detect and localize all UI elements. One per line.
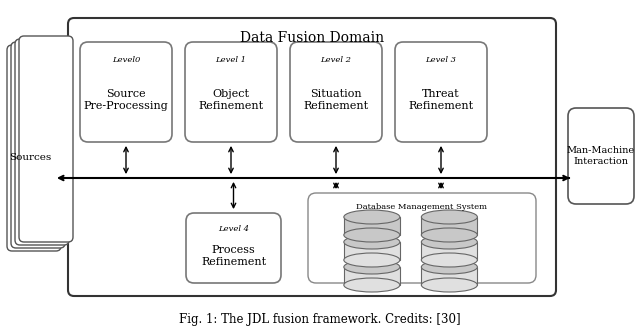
Ellipse shape xyxy=(344,278,400,292)
Ellipse shape xyxy=(344,253,400,267)
Ellipse shape xyxy=(421,235,477,249)
Text: Level 4: Level 4 xyxy=(218,225,249,233)
Ellipse shape xyxy=(421,210,477,224)
FancyBboxPatch shape xyxy=(395,42,487,142)
Bar xyxy=(421,217,477,235)
Text: Object
Refinement: Object Refinement xyxy=(198,89,264,111)
FancyBboxPatch shape xyxy=(11,42,65,248)
Bar xyxy=(421,267,477,285)
Text: Sources: Sources xyxy=(9,154,51,163)
Text: Database Management System: Database Management System xyxy=(356,203,488,211)
Text: Level0: Level0 xyxy=(112,56,140,64)
Text: Threat
Refinement: Threat Refinement xyxy=(408,89,474,111)
Ellipse shape xyxy=(421,260,477,274)
FancyBboxPatch shape xyxy=(186,213,281,283)
FancyBboxPatch shape xyxy=(308,193,536,283)
Text: Situation
Refinement: Situation Refinement xyxy=(303,89,369,111)
Text: Level 3: Level 3 xyxy=(426,56,456,64)
Ellipse shape xyxy=(344,228,400,242)
Text: Level 2: Level 2 xyxy=(321,56,351,64)
Bar xyxy=(344,217,400,235)
Bar xyxy=(344,242,400,260)
FancyBboxPatch shape xyxy=(290,42,382,142)
FancyBboxPatch shape xyxy=(568,108,634,204)
Bar xyxy=(344,267,400,285)
FancyBboxPatch shape xyxy=(80,42,172,142)
Text: Source
Pre-Processing: Source Pre-Processing xyxy=(84,89,168,111)
Text: Level 1: Level 1 xyxy=(216,56,246,64)
FancyBboxPatch shape xyxy=(7,45,61,251)
FancyBboxPatch shape xyxy=(19,36,73,242)
Ellipse shape xyxy=(344,210,400,224)
FancyBboxPatch shape xyxy=(68,18,556,296)
Text: Fig. 1: The JDL fusion framework. Credits: [30]: Fig. 1: The JDL fusion framework. Credit… xyxy=(179,313,461,327)
Ellipse shape xyxy=(421,253,477,267)
Text: Process
Refinement: Process Refinement xyxy=(201,245,266,267)
Ellipse shape xyxy=(344,260,400,274)
FancyBboxPatch shape xyxy=(15,39,69,245)
Ellipse shape xyxy=(344,235,400,249)
FancyBboxPatch shape xyxy=(185,42,277,142)
Bar xyxy=(421,242,477,260)
Text: Man-Machine
Interaction: Man-Machine Interaction xyxy=(567,146,635,166)
Ellipse shape xyxy=(421,278,477,292)
Ellipse shape xyxy=(421,228,477,242)
Text: Data Fusion Domain: Data Fusion Domain xyxy=(240,31,384,45)
